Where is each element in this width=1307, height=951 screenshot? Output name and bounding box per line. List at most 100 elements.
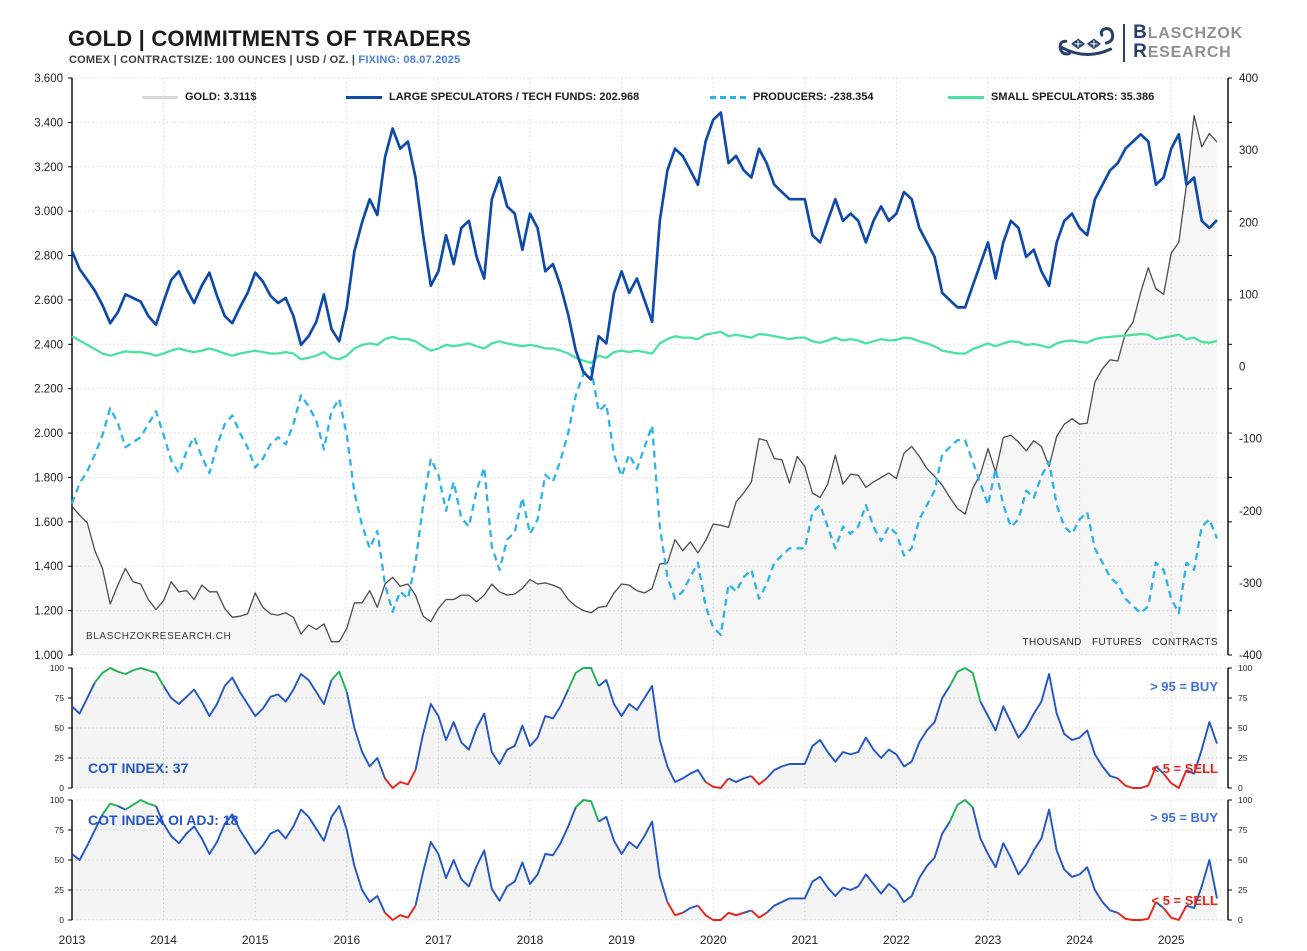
subtitle-contract-info: COMEX | CONTRACTSIZE: 100 OUNCES | USD /… [69,54,356,66]
cot-line-segment [384,769,417,789]
page-title: GOLD | COMMITMENTS OF TRADERS [68,26,472,51]
cot-line-segment [697,905,744,921]
right-axis-tick: 75 [1238,825,1248,835]
cot-line-segment [1186,859,1218,909]
left-axis-tick: 25 [55,753,65,763]
cot-line-segment [1162,769,1188,789]
left-axis-tick: 0 [59,915,64,925]
left-axis-tick: 50 [55,855,65,865]
cot-line-segment [598,679,707,783]
watermark: BLASCHZOKRESEARCH.CH [86,631,232,642]
cot-index-plot: 100 100 75 75 50 50 25 25 0 0 [50,663,1253,793]
right-axis-tick: 100 [1239,289,1258,301]
right-axis-tick: 400 [1239,73,1258,85]
left-axis-tick: 2.000 [34,428,63,440]
cot-line-segment [345,691,386,779]
cot-area-fill [72,668,1217,788]
cot-line-segment [728,775,752,783]
legend-label: LARGE SPECULATORS / TECH FUNDS: 202.968 [389,91,640,103]
right-axis-tick: 75 [1238,693,1248,703]
legend-item-producers: PRODUCERS: -238.354 [710,90,873,104]
cot-line-segment [575,799,600,822]
main-chart-plot: 3.600 3.400 3.200 3.000 2.800 2.600 2.400 2.200… [34,73,1262,662]
gold-area-fill [72,116,1217,655]
left-axis-tick: 2.600 [34,295,63,307]
x-axis-year-label: 2013 [59,933,86,947]
x-axis-year-label: 2025 [1158,933,1185,947]
cot-line-segment [1117,766,1157,789]
left-axis-tick: 1.600 [34,517,63,529]
left-axis-tick: 75 [55,693,65,703]
right-axis-tick: -400 [1239,650,1262,662]
cot-line-segment [567,667,600,690]
cot-line-segment [1186,721,1218,775]
cot1-buy-rule: > 95 = BUY [1150,679,1218,694]
left-axis-tick: 50 [55,723,65,733]
cot-line-segment [101,802,119,815]
cot-line-segment [1155,901,1165,909]
left-axis-tick: 3.000 [34,206,63,218]
left-axis-tick: 2.800 [34,251,63,263]
small-speculators-line [71,330,1218,365]
cot-line-segment [94,667,165,687]
x-axis-year-label: 2016 [333,933,360,947]
gold-line-swatch [142,95,178,99]
legend-label: GOLD: 3.311$ [185,91,257,103]
cot-line-segment [71,813,104,861]
left-axis-tick: 1.200 [34,606,63,618]
right-axis-tick: 25 [1238,885,1248,895]
cot2-buy-rule: > 95 = BUY [1150,810,1218,825]
right-axis-tick: 0 [1238,783,1243,793]
viking-ship-icon [1058,27,1115,56]
cot-index-label: COT INDEX: 37 [88,760,189,776]
right-axis-tick: 0 [1238,915,1243,925]
subtitle-fixing-date: FIXING: 08.07.2025 [358,54,461,66]
cot-line-segment [750,775,768,786]
x-axis-year-label: 2015 [242,933,269,947]
cot-line-segment [124,799,157,811]
right-axis-tick: 100 [1238,663,1252,673]
left-axis-tick: 3.200 [34,162,63,174]
logo-wordmark: BLASCHZOK RESEARCH [1133,22,1243,62]
right-axis-tick: -100 [1239,434,1262,446]
cot-line-segment [598,815,669,903]
left-axis-tick: 1.800 [34,472,63,484]
cot-index-oi-adj-label: COT INDEX OI ADJ: 18 [88,812,239,828]
large-speculators-line [70,111,1218,381]
x-axis-year-label: 2020 [700,933,727,947]
left-axis-tick: 1.000 [34,650,63,662]
legend-label: SMALL SPECULATORS: 35.386 [991,91,1155,103]
cot-line-segment [971,806,1119,914]
cot-line-segment [162,673,333,717]
left-axis-tick: 3.400 [34,117,63,129]
right-axis-units-label: THOUSAND FUTURES CONTRACTS [1022,637,1218,648]
large-speculators-line-swatch [346,95,382,99]
cot-line-segment [414,806,577,906]
producers-line [70,366,1219,636]
cot-line-segment [743,909,752,914]
cot-line-segment [948,667,982,702]
right-axis-tick: 100 [1238,795,1252,805]
cot-line-segment [71,681,96,715]
legend-item-large-speculators: LARGE SPECULATORS / TECH FUNDS: 202.968 [346,90,639,104]
x-axis-year-label: 2014 [150,933,177,947]
cot-line-segment [384,905,417,921]
cot-line-segment [117,805,126,811]
x-axis-year-label: 2019 [608,933,635,947]
cot-line-segment [1155,765,1165,775]
left-axis-tick: 100 [50,663,64,673]
right-axis-tick: -200 [1239,506,1262,518]
cot-line-segment [414,689,570,771]
left-axis-tick: 2.400 [34,339,63,351]
x-axis-year-label: 2021 [791,933,818,947]
left-axis-tick: 3.600 [34,73,63,85]
x-axis-year-label: 2022 [883,933,910,947]
cot-index-oi-adj-plot: 100 100 75 75 50 50 25 25 0 0 [50,795,1253,925]
brand-logo: BLASCHZOK RESEARCH [1057,20,1243,66]
x-axis-year-label: 2017 [425,933,452,947]
chart-subtitle: COMEX | CONTRACTSIZE: 100 OUNCES | USD /… [69,54,460,66]
cot-line-segment [750,909,768,919]
x-axis-year-label: 2023 [975,933,1002,947]
left-axis-tick: 100 [50,795,64,805]
right-axis-tick: 200 [1239,217,1258,229]
